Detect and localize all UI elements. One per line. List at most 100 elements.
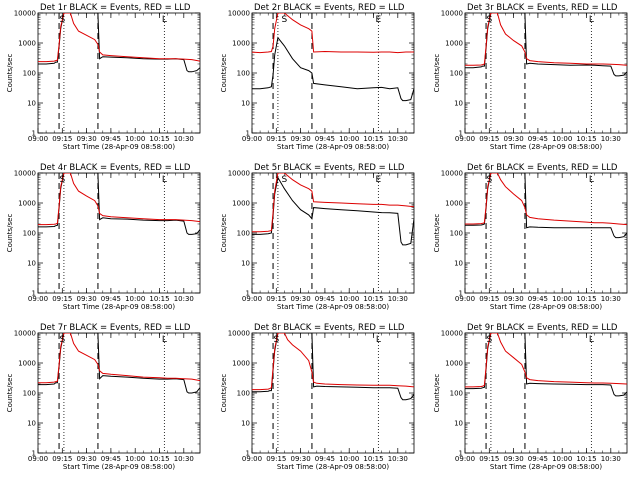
y-tick-label: 100 — [450, 390, 463, 398]
y-tick-label: 100 — [23, 70, 36, 78]
panel-title: Det 2r BLACK = Events, RED = LLD — [254, 3, 405, 13]
x-tick-label: 09:30 — [77, 135, 97, 143]
x-axis-label: Start Time (28-Apr-09 08:58:00) — [63, 143, 175, 151]
y-tick-label: 1000 — [232, 40, 250, 48]
x-tick-label: 09:45 — [101, 135, 121, 143]
series-group — [465, 13, 627, 77]
x-axis-label: Start Time (28-Apr-09 08:58:00) — [277, 143, 389, 151]
x-tick-label: 10:30 — [388, 135, 408, 143]
y-tick-label: 10000 — [228, 170, 250, 178]
y-tick-label: 1000 — [445, 360, 463, 368]
y-axis-label: Counts/sec — [6, 374, 14, 413]
y-axis-label: Counts/sec — [220, 374, 228, 413]
x-tick-label: 10:30 — [174, 295, 194, 303]
y-tick-label: 10 — [454, 260, 463, 268]
y-tick-label: 10 — [241, 260, 250, 268]
y-axis-label: Counts/sec — [433, 214, 441, 253]
x-tick-label: 10:15 — [576, 295, 596, 303]
panel-title: Det 5r BLACK = Events, RED = LLD — [254, 163, 405, 173]
panel-6: Det 6r BLACK = Events, RED = LLD 1 10 100 10… — [433, 163, 628, 311]
series-group — [38, 173, 200, 235]
y-tick-label: 1 — [459, 450, 463, 458]
time-marker-label: L — [162, 335, 167, 345]
series-group — [252, 333, 414, 401]
time-marker-label: E — [376, 15, 382, 25]
y-tick-label: 1 — [246, 290, 250, 298]
y-tick-label: 10 — [27, 260, 36, 268]
lld-series-line — [252, 333, 414, 391]
panel-1: Det 1r BLACK = Events, RED = LLD 1 10 100 10… — [6, 3, 201, 151]
y-tick-label: 1000 — [445, 40, 463, 48]
y-tick-label: 100 — [237, 230, 250, 238]
panel-4: Det 4r BLACK = Events, RED = LLD 1 10 100 10… — [6, 163, 201, 311]
x-tick-label: 09:30 — [291, 135, 311, 143]
lld-series-line — [252, 13, 414, 54]
x-tick-label: 09:30 — [77, 295, 97, 303]
series-group — [38, 333, 200, 394]
y-tick-label: 100 — [450, 230, 463, 238]
time-marker-label: L — [589, 15, 594, 25]
x-tick-label: 10:15 — [149, 135, 169, 143]
x-tick-label: 10:00 — [552, 455, 572, 463]
x-tick-label: 09:00 — [28, 135, 48, 143]
y-tick-label: 100 — [237, 390, 250, 398]
y-tick-label: 10000 — [14, 330, 36, 338]
y-tick-label: 10000 — [228, 330, 250, 338]
x-tick-label: 10:30 — [174, 135, 194, 143]
y-tick-label: 10000 — [14, 170, 36, 178]
y-tick-label: 10000 — [14, 10, 36, 18]
plot-frame — [464, 172, 628, 294]
x-tick-label: 09:00 — [242, 135, 262, 143]
y-tick-label: 1 — [459, 290, 463, 298]
panel-title: Det 1r BLACK = Events, RED = LLD — [40, 3, 191, 13]
y-tick-label: 1000 — [18, 40, 36, 48]
x-tick-label: 09:30 — [504, 135, 524, 143]
y-axis-label: Counts/sec — [220, 214, 228, 253]
x-tick-label: 09:00 — [455, 295, 475, 303]
y-axis-label: Counts/sec — [433, 374, 441, 413]
x-tick-label: 09:15 — [266, 295, 286, 303]
x-axis-label: Start Time (28-Apr-09 08:58:00) — [63, 303, 175, 311]
panel-8: Det 8r BLACK = Events, RED = LLD 1 10 100 10… — [220, 323, 415, 471]
y-axis-label: Counts/sec — [220, 54, 228, 93]
panel-title: Det 8r BLACK = Events, RED = LLD — [254, 323, 405, 333]
x-tick-label: 10:00 — [339, 135, 359, 143]
x-tick-label: 09:45 — [528, 135, 548, 143]
x-tick-label: 10:30 — [601, 135, 621, 143]
x-tick-label: 10:15 — [363, 455, 383, 463]
x-tick-label: 09:15 — [52, 135, 72, 143]
series-group — [38, 13, 200, 73]
y-tick-label: 10 — [454, 100, 463, 108]
y-tick-label: 10 — [454, 420, 463, 428]
time-marker-label: S — [273, 335, 279, 345]
y-axis-label: Counts/sec — [6, 214, 14, 253]
x-tick-label: 09:45 — [315, 135, 335, 143]
x-tick-label: 09:00 — [28, 295, 48, 303]
panel-5: Det 5r BLACK = Events, RED = LLD 1 10 100 10… — [220, 163, 415, 311]
x-tick-label: 09:45 — [528, 455, 548, 463]
series-group — [465, 173, 627, 239]
series-group — [252, 13, 414, 102]
x-tick-label: 09:15 — [266, 135, 286, 143]
panel-title: Det 9r BLACK = Events, RED = LLD — [467, 323, 618, 333]
x-axis-label: Start Time (28-Apr-09 08:58:00) — [490, 303, 602, 311]
x-tick-label: 10:30 — [601, 295, 621, 303]
plot-frame — [464, 12, 628, 134]
x-tick-label: 10:15 — [576, 455, 596, 463]
x-tick-label: 09:30 — [504, 455, 524, 463]
plot-frame — [251, 12, 415, 134]
time-marker-label: S — [282, 175, 288, 185]
x-tick-label: 09:30 — [291, 295, 311, 303]
x-tick-label: 10:30 — [388, 295, 408, 303]
y-tick-label: 1 — [32, 450, 36, 458]
x-tick-label: 10:00 — [339, 455, 359, 463]
x-tick-label: 10:30 — [388, 455, 408, 463]
panel-9: Det 9r BLACK = Events, RED = LLD 1 10 100 10… — [433, 323, 628, 471]
x-tick-label: 09:45 — [315, 455, 335, 463]
x-tick-label: 09:00 — [242, 455, 262, 463]
y-tick-label: 10000 — [441, 10, 463, 18]
x-tick-label: 10:00 — [125, 135, 145, 143]
lld-series-line — [465, 173, 627, 226]
time-marker-label: S — [59, 175, 65, 185]
